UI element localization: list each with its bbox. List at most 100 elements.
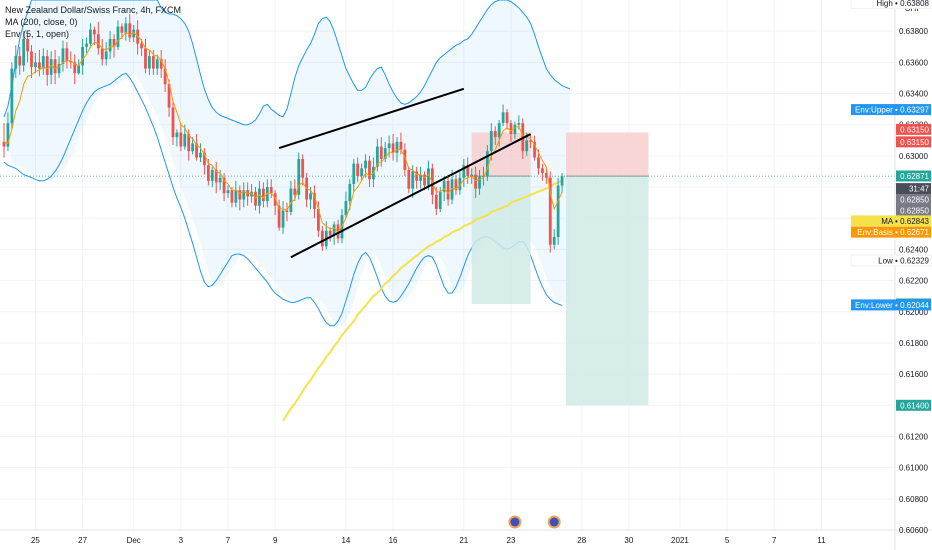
candle-body xyxy=(407,169,411,189)
stop-label-2-text: 0.63150 xyxy=(900,138,929,147)
candle-body xyxy=(49,59,53,75)
y-tick-label: 0.61200 xyxy=(899,432,928,441)
candle xyxy=(383,141,387,163)
y-tick-label: 0.61800 xyxy=(899,339,928,348)
candle-body xyxy=(195,143,198,158)
candle-body xyxy=(116,26,120,47)
candle xyxy=(234,180,238,208)
candle-body xyxy=(544,173,548,178)
candle xyxy=(45,49,49,86)
candle-body xyxy=(356,163,360,177)
candle-body xyxy=(112,38,116,47)
candle-body xyxy=(187,134,191,152)
candle xyxy=(269,179,273,198)
candle xyxy=(226,185,230,198)
candle-body xyxy=(281,210,285,228)
entry-label-1-box xyxy=(896,194,931,206)
candle-body xyxy=(313,193,316,209)
x-tick-label: 27 xyxy=(78,536,87,545)
candle-body xyxy=(175,132,179,138)
candle xyxy=(222,173,226,202)
candle-body xyxy=(419,174,422,181)
candle xyxy=(104,42,108,66)
candle xyxy=(533,135,536,161)
candle-body xyxy=(438,191,442,209)
candle xyxy=(403,143,407,177)
entry-label-2-box xyxy=(896,204,931,216)
candle-body xyxy=(128,23,132,38)
candle xyxy=(238,185,242,211)
candle-body xyxy=(163,68,167,85)
x-tick-label: 14 xyxy=(341,536,350,545)
candle-body xyxy=(108,38,112,52)
candle-body xyxy=(6,123,10,147)
candle xyxy=(179,123,183,152)
candle-body xyxy=(533,141,536,158)
candle-body xyxy=(89,29,92,44)
candle-body xyxy=(34,62,37,68)
candle xyxy=(116,20,120,50)
event-marker-1[interactable] xyxy=(507,514,523,530)
env-upper-line xyxy=(3,0,571,126)
candle-body xyxy=(18,56,22,66)
candle-body xyxy=(399,141,403,150)
candle xyxy=(22,31,26,72)
candle xyxy=(474,166,477,198)
candle xyxy=(332,221,336,245)
candle-body xyxy=(560,176,564,186)
candle-body xyxy=(458,177,462,191)
candle xyxy=(261,182,265,208)
candle-body xyxy=(360,168,364,177)
short-position-2-target-zone xyxy=(565,176,649,406)
candle xyxy=(368,155,371,188)
low-label-text: Low • 0.62329 xyxy=(878,256,929,265)
price-axis xyxy=(895,0,932,550)
candle-body xyxy=(37,62,41,69)
candle-body xyxy=(57,63,61,74)
candle-body xyxy=(234,190,238,203)
candle-body xyxy=(497,123,501,138)
candle-body xyxy=(53,59,57,74)
candle xyxy=(81,38,84,75)
candle xyxy=(155,54,159,75)
candle-body xyxy=(403,149,407,170)
y-tick-label: 0.62000 xyxy=(899,308,928,317)
low-label-box xyxy=(850,254,932,267)
env-lower-label-text: Env:Lower • 0.62044 xyxy=(855,301,930,310)
env-basis-line xyxy=(3,32,563,234)
high-label: High • 0.63808 xyxy=(850,0,932,9)
candle-body xyxy=(73,62,77,74)
candle-body xyxy=(501,112,505,124)
x-tick-label: 23 xyxy=(507,536,516,545)
candle xyxy=(163,59,167,92)
entry-label-1: 0.62850 xyxy=(896,194,931,206)
candle-body xyxy=(513,124,517,135)
short-position-1-target-zone xyxy=(471,176,531,304)
candle-body xyxy=(69,60,73,63)
candle-body xyxy=(148,56,151,69)
last-price-label-box xyxy=(896,170,931,182)
candle xyxy=(513,121,517,139)
candle-body xyxy=(242,190,246,200)
high-label-text: High • 0.63808 xyxy=(876,0,929,8)
env-upper-label-box xyxy=(851,104,931,116)
candle xyxy=(167,79,171,117)
candle-body xyxy=(77,65,81,74)
candle-body xyxy=(222,177,226,194)
candle-body xyxy=(509,123,513,135)
event-marker-2[interactable] xyxy=(546,514,562,530)
candle-body xyxy=(265,187,269,202)
legend-ma[interactable]: MA (200, close, 0) xyxy=(5,17,78,27)
legend-symbol-title[interactable]: New Zealand Dollar/Swiss Franc, 4h, FXCM xyxy=(5,5,182,15)
ma-label-box xyxy=(851,215,931,227)
candle xyxy=(556,177,560,245)
candle-body xyxy=(529,140,533,142)
candle-body xyxy=(96,34,100,49)
candle xyxy=(458,171,462,195)
candle xyxy=(497,120,501,147)
legend-env[interactable]: Env (5, 1, open) xyxy=(5,29,70,39)
candle xyxy=(89,23,92,49)
candle-body xyxy=(446,180,450,200)
candle xyxy=(144,38,147,74)
